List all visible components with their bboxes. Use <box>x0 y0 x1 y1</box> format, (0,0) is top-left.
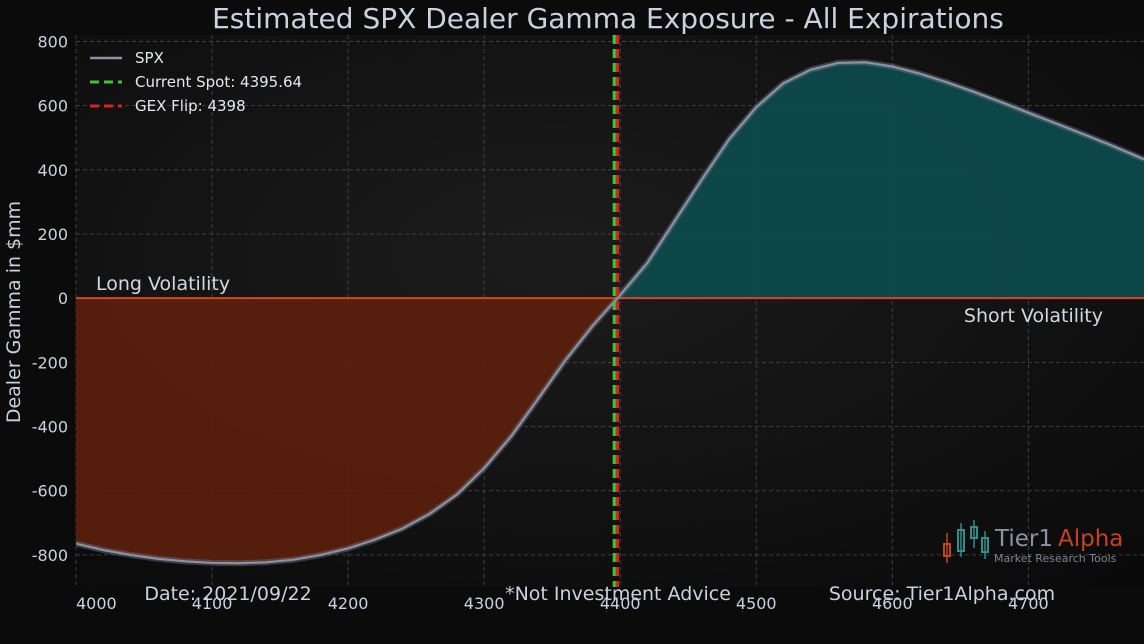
y-tick-label: 0 <box>58 289 68 308</box>
y-tick-label: 800 <box>37 32 68 51</box>
legend-label-spx: SPX <box>135 49 164 67</box>
x-tick-label: 4400 <box>600 594 641 613</box>
x-tick-label: 4000 <box>76 594 117 613</box>
positive-gamma-area <box>617 62 1144 299</box>
y-tick-label: -400 <box>32 418 68 437</box>
y-tick-label: -800 <box>32 546 68 565</box>
legend-label-flip: GEX Flip: 4398 <box>135 97 246 115</box>
footer-date: Date: 2021/09/22 <box>144 583 311 605</box>
candlestick-logo-icon <box>943 520 989 563</box>
y-tick-label: 200 <box>37 225 68 244</box>
x-axis-ticks: 4000 4100 4200 4300 4400 4500 4600 4700 <box>76 594 1049 613</box>
short-volatility-annotation: Short Volatility <box>964 305 1103 327</box>
y-axis-ticks: -800 -600 -400 -200 0 200 400 600 800 <box>32 32 68 564</box>
logo-brand-text: Tier1 Alpha <box>994 526 1123 552</box>
y-tick-label: 400 <box>37 161 68 180</box>
tier1alpha-logo: Tier1 Alpha Market Research Tools <box>943 520 1123 565</box>
logo-tagline: Market Research Tools <box>994 552 1117 565</box>
y-axis-label: Dealer Gamma in $mm <box>3 201 25 423</box>
footer-disclaimer: *Not Investment Advice <box>505 583 731 605</box>
y-tick-label: -600 <box>32 482 68 501</box>
legend: SPX Current Spot: 4395.64 GEX Flip: 4398 <box>90 49 302 115</box>
long-volatility-annotation: Long Volatility <box>96 273 230 295</box>
series-lines <box>76 35 1144 587</box>
x-tick-label: 4700 <box>1008 594 1049 613</box>
x-tick-label: 4600 <box>872 594 913 613</box>
y-tick-label: 600 <box>37 97 68 116</box>
x-tick-label: 4100 <box>192 594 233 613</box>
x-tick-label: 4300 <box>464 594 505 613</box>
chart-title: Estimated SPX Dealer Gamma Exposure - Al… <box>212 2 1004 35</box>
area-fills <box>76 62 1144 564</box>
x-tick-label: 4500 <box>736 594 777 613</box>
y-tick-label: -200 <box>32 353 68 372</box>
spx-gamma-line <box>76 61 1144 565</box>
legend-label-spot: Current Spot: 4395.64 <box>135 73 302 91</box>
x-tick-label: 4200 <box>328 594 369 613</box>
footer-source: Source: Tier1Alpha.com <box>829 583 1055 605</box>
negative-gamma-area <box>76 298 618 564</box>
